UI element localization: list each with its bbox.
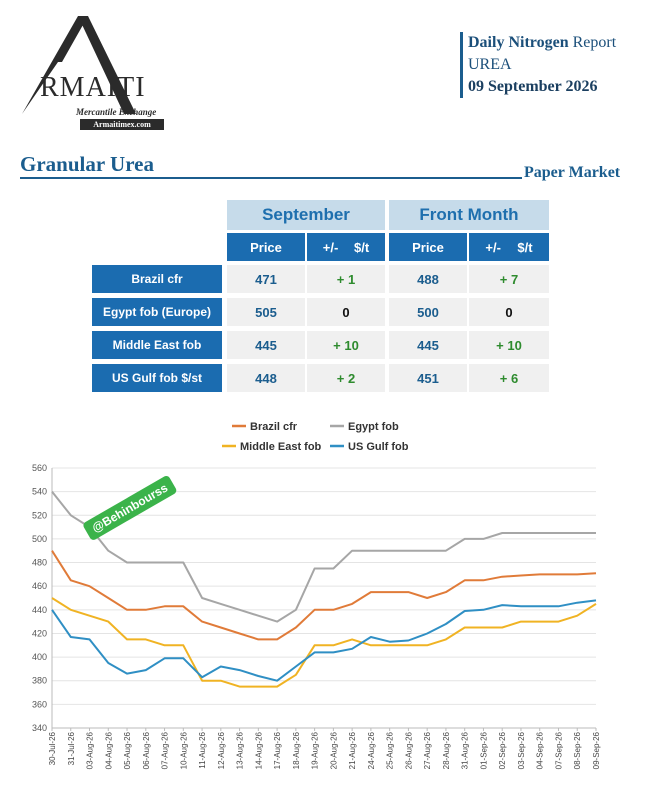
- y-tick-label: 560: [32, 463, 47, 473]
- report-title: Daily Nitrogen Report: [468, 32, 616, 54]
- y-tick-label: 440: [32, 605, 47, 615]
- y-tick-label: 540: [32, 487, 47, 497]
- x-tick-label: 07-Aug-26: [161, 731, 170, 769]
- x-tick-label: 03-Sep-26: [517, 731, 526, 769]
- row-label-middle-east: Middle East fob: [92, 331, 222, 359]
- report-title-bold: Daily Nitrogen: [468, 34, 569, 51]
- x-tick-label: 08-Sep-26: [573, 731, 582, 769]
- cell-sep-price: 505: [227, 298, 305, 326]
- x-tick-label: 21-Aug-26: [348, 731, 357, 769]
- cell-fm-change: + 6: [469, 364, 549, 392]
- y-tick-label: 420: [32, 628, 47, 638]
- x-tick-label: 19-Aug-26: [311, 731, 320, 769]
- y-tick-label: 400: [32, 652, 47, 662]
- x-tick-label: 04-Aug-26: [104, 731, 113, 769]
- x-axis-ticks: 30-Jul-26 31-Jul-26 03-Aug-26 04-Aug-26 05-A…: [48, 728, 601, 769]
- cell-fm-change: 0: [469, 298, 549, 326]
- x-tick-label: 09-Sep-26: [592, 731, 601, 769]
- y-tick-label: 520: [32, 510, 47, 520]
- x-tick-label: 06-Aug-26: [142, 731, 151, 769]
- cell-sep-change: + 2: [307, 364, 385, 392]
- cell-fm-change: + 10: [469, 331, 549, 359]
- y-tick-label: 360: [32, 699, 47, 709]
- cell-fm-price: 488: [389, 265, 467, 293]
- cell-sep-change: + 10: [307, 331, 385, 359]
- subheader-unit: $/t: [517, 239, 533, 255]
- x-tick-label: 04-Sep-26: [536, 731, 545, 769]
- x-tick-label: 31-Aug-26: [461, 731, 470, 769]
- subheader-plusminus: +/-: [485, 239, 501, 255]
- legend-label: Brazil cfr: [250, 421, 298, 433]
- logo-url: Armaitimex.com: [80, 119, 164, 130]
- group-header-front-month: Front Month: [389, 200, 549, 230]
- x-tick-label: 03-Aug-26: [86, 731, 95, 769]
- cell-fm-price: 451: [389, 364, 467, 392]
- chart-legend: Brazil cfr Egypt fob Middle East fob US Gul…: [222, 421, 409, 453]
- armaiti-logo: RMAITI Mercantile Exchange Armaitimex.co…: [18, 10, 164, 130]
- series-line-us-gulf-fob: [51, 599, 597, 682]
- x-tick-label: 30-Jul-26: [48, 731, 57, 765]
- x-tick-label: 12-Aug-26: [217, 731, 226, 769]
- y-tick-label: 480: [32, 558, 47, 568]
- x-tick-label: 26-Aug-26: [404, 731, 413, 769]
- cell-fm-change: + 7: [469, 265, 549, 293]
- x-tick-label: 10-Aug-26: [179, 731, 188, 769]
- subheader-plusminus: +/-: [322, 239, 339, 255]
- x-tick-label: 11-Aug-26: [198, 731, 207, 768]
- subheader-change: +/- $/t: [307, 233, 385, 261]
- report-header: Daily Nitrogen Report UREA 09 September …: [460, 32, 616, 98]
- y-axis-ticks: 340 360 380 400 420 440 460 480 500 520 540 560: [32, 463, 47, 733]
- x-tick-label: 27-Aug-26: [423, 731, 432, 769]
- report-title-rest: Report: [568, 34, 617, 51]
- logo-a-mark-icon: [22, 16, 136, 114]
- subheader-price: Price: [389, 233, 467, 261]
- x-tick-label: 01-Sep-26: [479, 731, 488, 769]
- report-date: 09 September 2026: [468, 78, 598, 95]
- x-tick-label: 17-Aug-26: [273, 731, 282, 769]
- subheader-change: +/- $/t: [469, 233, 549, 261]
- cell-sep-price: 471: [227, 265, 305, 293]
- logo-name: RMAITI: [40, 72, 146, 103]
- cell-sep-price: 445: [227, 331, 305, 359]
- x-tick-label: 24-Aug-26: [367, 731, 376, 769]
- series-line-egypt-fob: [51, 490, 596, 623]
- group-header-september: September: [227, 200, 385, 230]
- report-product: UREA: [468, 56, 512, 73]
- legend-label: US Gulf fob: [348, 441, 409, 453]
- cell-sep-change: + 1: [307, 265, 385, 293]
- cell-fm-price: 500: [389, 298, 467, 326]
- section-subtitle: Paper Market: [524, 164, 621, 181]
- cell-sep-price: 448: [227, 364, 305, 392]
- logo-subtitle: Mercantile Exchange: [76, 107, 157, 117]
- y-tick-label: 460: [32, 581, 47, 591]
- row-label-us-gulf: US Gulf fob $/st: [92, 364, 222, 392]
- x-tick-label: 05-Aug-26: [123, 731, 132, 769]
- section-title: Granular Urea: [20, 152, 154, 176]
- y-tick-label: 380: [32, 676, 47, 686]
- x-tick-label: 02-Sep-26: [498, 731, 507, 769]
- series-line-brazil-cfr: [51, 550, 597, 641]
- x-tick-label: 20-Aug-26: [329, 731, 338, 769]
- cell-sep-change: 0: [307, 298, 385, 326]
- x-tick-label: 31-Jul-26: [67, 731, 76, 765]
- x-tick-label: 28-Aug-26: [442, 731, 451, 769]
- cell-fm-price: 445: [389, 331, 467, 359]
- x-tick-label: 25-Aug-26: [386, 731, 395, 769]
- subheader-price: Price: [227, 233, 305, 261]
- x-tick-label: 07-Sep-26: [554, 731, 563, 769]
- series-line-middle-east-fob: [51, 597, 597, 688]
- section-divider: [20, 177, 522, 179]
- row-label-brazil: Brazil cfr: [92, 265, 222, 293]
- x-tick-label: 18-Aug-26: [292, 731, 301, 769]
- row-label-egypt: Egypt fob (Europe): [92, 298, 222, 326]
- x-tick-label: 13-Aug-26: [236, 731, 245, 769]
- x-tick-label: 14-Aug-26: [254, 731, 263, 769]
- legend-label: Middle East fob: [240, 441, 322, 453]
- y-tick-label: 500: [32, 534, 47, 544]
- y-tick-label: 340: [32, 723, 47, 733]
- legend-label: Egypt fob: [348, 421, 399, 433]
- subheader-unit: $/t: [354, 239, 370, 255]
- chart-lines: [51, 490, 597, 688]
